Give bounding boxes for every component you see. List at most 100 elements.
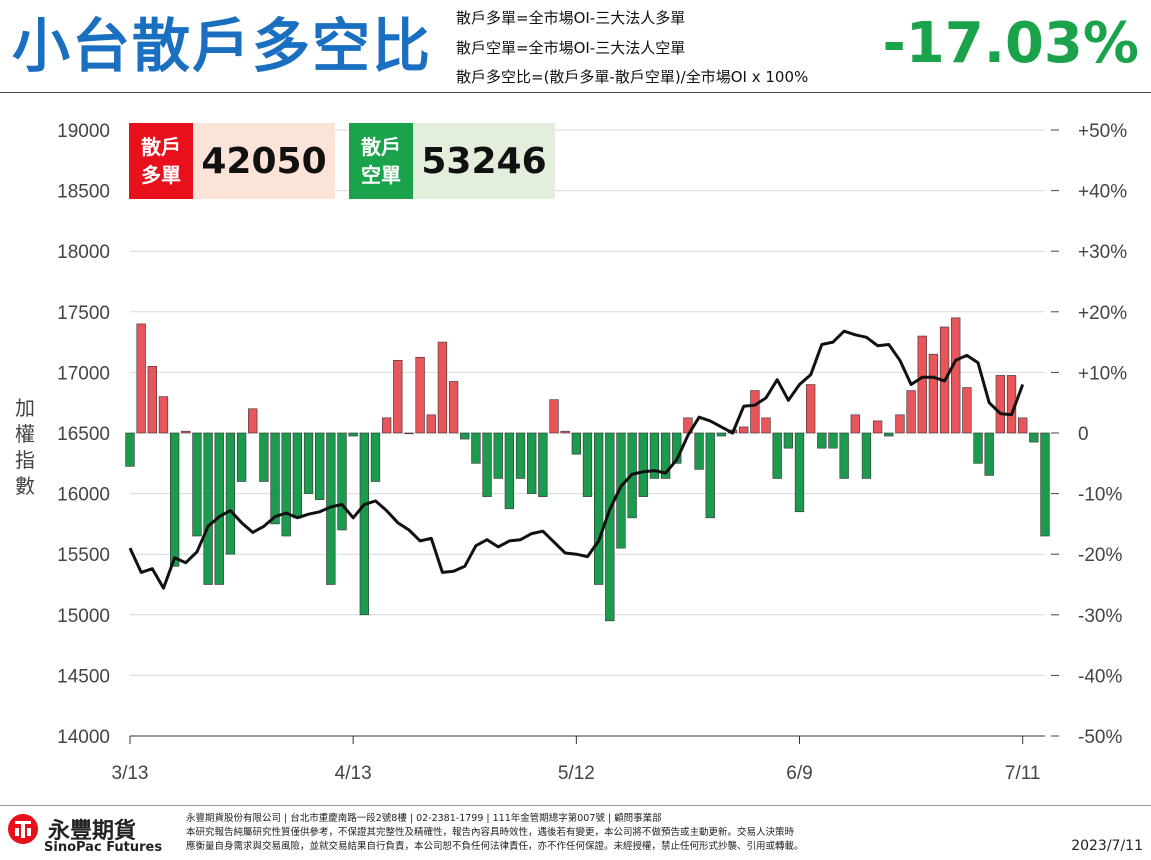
footer-divider bbox=[0, 805, 1151, 806]
ratio-bar bbox=[761, 417, 771, 434]
ratio-bar bbox=[984, 432, 994, 476]
ratio-bar bbox=[917, 335, 927, 434]
ratio-bar bbox=[594, 432, 604, 585]
ratio-bar bbox=[225, 432, 236, 555]
ratio-bar bbox=[504, 432, 515, 510]
x-tick-label: 5/12 bbox=[558, 763, 595, 784]
ratio-bar bbox=[861, 432, 872, 479]
y-right-tick-label: -20% bbox=[1078, 545, 1122, 566]
ratio-bar bbox=[560, 430, 570, 434]
legend-short-tag: 散戶空單 bbox=[349, 123, 413, 199]
ratio-bar bbox=[136, 323, 146, 434]
disclaimer: 永豐期貨股份有限公司 | 台北市重慶南路一段2號8樓 | 02-2381-179… bbox=[186, 812, 986, 854]
ratio-bar bbox=[850, 414, 860, 434]
disclaimer-line: 本研究報告純屬研究性質僅供參考，不保證其完整性及精確性，報告內容具時效性，遇後若… bbox=[186, 827, 795, 838]
formula-ratio: 散戶多空比=(散戶多單-散戶空單)/全市場OI x 100% bbox=[456, 68, 809, 86]
ratio-bar bbox=[158, 396, 169, 434]
ratio-bar bbox=[538, 432, 548, 497]
disclaimer-line: 應衡量自身需求與交易風險，並就交易結果自行負責，本公司恕不負任何法律責任，亦不作… bbox=[186, 841, 804, 852]
ratio-bar bbox=[270, 432, 280, 525]
ratio-bar bbox=[872, 420, 883, 434]
ratio-bar bbox=[471, 432, 481, 464]
ratio-bar bbox=[359, 432, 369, 616]
ratio-bar bbox=[817, 432, 827, 449]
ratio-bar bbox=[1040, 432, 1050, 537]
ratio-bar bbox=[460, 432, 470, 440]
legend-long-tag: 散戶多單 bbox=[129, 123, 193, 199]
ratio-bar bbox=[337, 432, 347, 531]
y-left-tick-label: 18000 bbox=[57, 242, 110, 263]
ratio-bar bbox=[705, 432, 715, 519]
y-right-tick-label: +30% bbox=[1078, 242, 1127, 263]
y-right-tick-label: +40% bbox=[1078, 182, 1127, 203]
ratio-bar bbox=[839, 432, 849, 479]
ratio-bar bbox=[772, 432, 782, 479]
ratio-bar bbox=[214, 432, 224, 585]
ratio-bar bbox=[549, 399, 559, 434]
x-tick-label: 7/11 bbox=[1005, 763, 1041, 784]
y-right-tick-labels: -50% -40% -30% -20% -10% 0 +10% +20% +30% +40% +50… bbox=[1051, 121, 1127, 748]
ratio-bar bbox=[995, 375, 1006, 434]
ratio-bar bbox=[649, 432, 660, 479]
x-tick-label: 6/9 bbox=[786, 763, 812, 784]
ratio-bar bbox=[448, 381, 459, 434]
ratio-bar bbox=[248, 408, 258, 434]
ratio-bar bbox=[962, 387, 972, 434]
y-axis-label: 加權指數 bbox=[15, 396, 35, 498]
y-left-tick-label: 16500 bbox=[57, 424, 110, 445]
formula-short: 散戶空單=全市場OI-三大法人空單 bbox=[456, 39, 686, 57]
ratio-bar bbox=[660, 432, 671, 479]
ratio-bar bbox=[638, 432, 648, 497]
ratio-bar bbox=[694, 432, 704, 470]
y-left-tick-labels: 14000 14500 15000 15500 16000 16500 17000 17500… bbox=[57, 121, 110, 748]
ratio-bar bbox=[192, 432, 202, 537]
y-right-tick-label: -40% bbox=[1078, 666, 1122, 687]
formula-long: 散戶多單=全市場OI-三大法人多單 bbox=[456, 9, 686, 27]
ratio-bar bbox=[571, 432, 581, 455]
header-divider bbox=[0, 92, 1151, 93]
ratio-bar bbox=[203, 432, 213, 585]
y-left-tick-label: 19000 bbox=[57, 121, 110, 142]
y-left-tick-label: 15500 bbox=[57, 545, 110, 566]
ratio-bar bbox=[415, 356, 425, 434]
y-left-tick-label: 15000 bbox=[57, 606, 110, 627]
ratio-bar bbox=[348, 432, 358, 437]
y-right-tick-label: -50% bbox=[1078, 727, 1122, 748]
ratio-bar bbox=[884, 432, 894, 437]
ratio-bar bbox=[951, 317, 961, 434]
page-title: 小台散戶多空比 bbox=[12, 12, 433, 80]
y-right-tick-label: -10% bbox=[1078, 485, 1122, 506]
ratio-bar bbox=[482, 432, 492, 497]
ratio-bar bbox=[370, 432, 381, 482]
ratio-bar bbox=[895, 414, 905, 434]
y-left-tick-label: 14500 bbox=[57, 666, 110, 687]
ratio-bar bbox=[527, 432, 537, 494]
index-line bbox=[128, 329, 1025, 590]
y-right-tick-label: +20% bbox=[1078, 303, 1127, 324]
ratio-bar bbox=[806, 384, 816, 434]
y-left-tick-label: 16000 bbox=[57, 485, 110, 506]
y-left-tick-label: 17500 bbox=[57, 303, 110, 324]
ratio-bar bbox=[906, 390, 916, 434]
x-tick-labels: 3/13 4/13 5/12 6/9 7/11 bbox=[112, 736, 1041, 784]
ratio-bar bbox=[393, 359, 403, 434]
brand-name-zh: 永豐期貨 bbox=[48, 819, 137, 844]
x-tick-label: 4/13 bbox=[335, 763, 372, 784]
ratio-bar bbox=[1018, 417, 1028, 434]
ratio-bar bbox=[281, 432, 291, 537]
ratio-bar bbox=[1029, 432, 1039, 443]
y-right-tick-label: +50% bbox=[1078, 121, 1127, 142]
y-left-tick-label: 18500 bbox=[57, 182, 110, 203]
y-right-tick-label: 0 bbox=[1078, 424, 1089, 445]
ratio-bar bbox=[605, 432, 615, 622]
y-right-tick-label: -30% bbox=[1078, 606, 1122, 627]
ratio-bar bbox=[828, 432, 838, 449]
ratio-value: -17.03% bbox=[882, 11, 1139, 76]
ratio-bar bbox=[739, 426, 749, 434]
ratio-bar bbox=[928, 353, 939, 434]
ratio-bar bbox=[315, 432, 325, 500]
ratio-bar bbox=[783, 432, 794, 449]
ratio-bar bbox=[381, 417, 392, 434]
ratio-bar bbox=[259, 432, 269, 482]
ratio-bar bbox=[236, 432, 247, 482]
